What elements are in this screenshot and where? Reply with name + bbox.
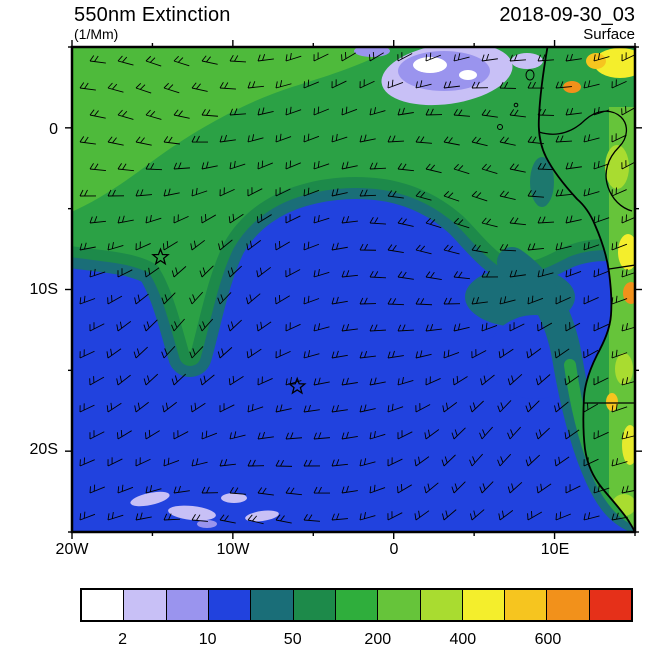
x-axis-label: 10E <box>540 541 570 558</box>
y-axis-label: 0 <box>49 121 58 138</box>
colorbar-cell <box>123 590 166 620</box>
coastline <box>537 47 635 532</box>
plot-units-label: (1/Mm) <box>74 26 119 42</box>
station-markers <box>151 247 307 395</box>
white-patch <box>413 57 447 73</box>
yellowgreen-patch <box>615 353 633 385</box>
plot-level-label: Surface <box>583 26 635 43</box>
colorbar-cell <box>504 590 547 620</box>
colorbar-cell <box>377 590 420 620</box>
colorbar-tick-label: 50 <box>283 631 302 648</box>
white-patch <box>459 70 477 80</box>
x-axis-label: 20W <box>55 541 89 558</box>
colorbar-cell <box>207 590 251 620</box>
colorbar-cell <box>292 590 335 620</box>
map-plot <box>65 40 642 539</box>
y-axis-label: 10S <box>29 281 58 298</box>
map-content <box>72 47 635 532</box>
lavender-patch <box>221 493 247 503</box>
colorbar-tick-label: 200 <box>364 631 392 648</box>
island-principe <box>513 102 519 108</box>
lavender-patch <box>511 53 543 69</box>
colorbar-tick-label: 2 <box>118 631 127 648</box>
plot-title: 550nm Extinction <box>74 4 231 26</box>
lavender-patch <box>130 491 170 507</box>
colorbar-cell <box>461 590 505 620</box>
colorbar-cell <box>82 590 124 620</box>
lavender-patch <box>168 505 216 521</box>
x-axis-label: 10W <box>216 541 250 558</box>
colorbar-cell <box>588 590 632 620</box>
wind-barbs-layer <box>79 51 635 525</box>
plot-datetime: 2018-09-30_03 <box>499 4 635 26</box>
green-high-extinction-region <box>72 47 635 355</box>
y-axis-label: 20S <box>29 441 58 458</box>
x-axis-label: 0 <box>389 541 399 558</box>
colorbar <box>80 588 633 622</box>
country-borders <box>538 110 635 404</box>
island-bioko <box>525 69 535 81</box>
colorbar-tick-label: 10 <box>198 631 217 648</box>
colorbar-tick-label: 400 <box>449 631 477 648</box>
colorbar-cell <box>334 590 378 620</box>
island-sao-tome <box>497 124 503 130</box>
lavender-patch <box>245 510 279 522</box>
yellow-patch <box>618 234 635 270</box>
colorbar-cell <box>165 590 208 620</box>
lavender-patches-southwest <box>130 491 279 528</box>
colorbar-tick-label: 600 <box>534 631 562 648</box>
colorbar-cell <box>250 590 293 620</box>
orange-patch <box>606 393 618 411</box>
map-frame <box>70 45 637 534</box>
colorbar-cell <box>419 590 462 620</box>
bright-green-patch <box>72 47 393 212</box>
periwinkle-patch <box>398 51 490 91</box>
periwinkle-patch <box>197 520 217 528</box>
star-marker <box>287 376 307 395</box>
low-extinction-pockets <box>354 47 543 106</box>
orange-patch <box>586 53 606 69</box>
orange-patch <box>623 282 635 304</box>
orange-patch <box>563 81 581 93</box>
colorbar-cell <box>546 590 589 620</box>
star-marker <box>151 247 170 266</box>
